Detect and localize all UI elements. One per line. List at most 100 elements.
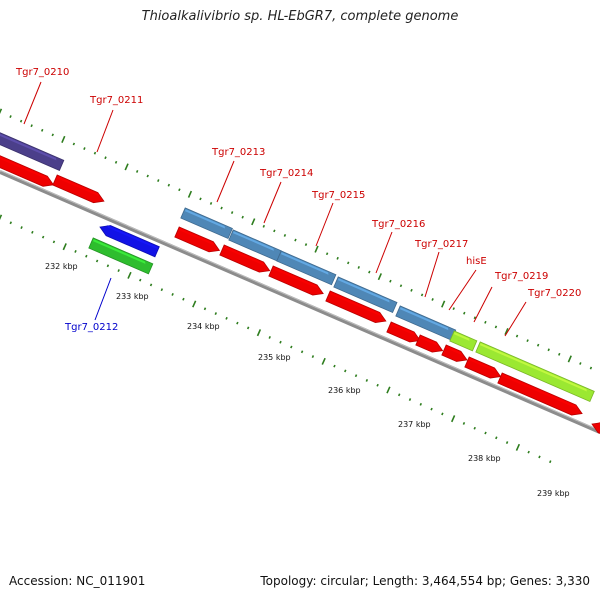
scale-label-232: 232 kbp (45, 262, 78, 271)
upper-scale-tick (494, 325, 498, 329)
gene-label-tgr7-0217[interactable]: Tgr7_0217 (414, 239, 468, 250)
upper-scale-tick (347, 261, 350, 265)
label-connector-3 (263, 181, 282, 224)
lower-scale-tick (333, 364, 336, 368)
upper-scale-tick (567, 355, 572, 363)
cds-0214[interactable] (219, 244, 272, 276)
gene-tgr7-0212-blue[interactable] (98, 222, 160, 258)
gene-label-tgr7-0213[interactable]: Tgr7_0213 (211, 147, 265, 158)
gene-hise[interactable] (449, 330, 478, 352)
cds-0216-highlight (329, 292, 381, 317)
gene-label-tgr7-0219[interactable]: Tgr7_0219 (494, 271, 548, 282)
lower-scale-tick (484, 431, 487, 435)
upper-scale-tick (241, 215, 244, 219)
upper-scale-tick (589, 366, 593, 370)
upper-scale-tick (19, 119, 23, 123)
cds-0210-highlight (0, 149, 49, 180)
lower-scale-tick (515, 443, 521, 451)
upper-scale-tick (420, 293, 424, 297)
map-title: Thioalkalivibrio sp. HL-EbGR7, complete … (141, 9, 459, 24)
upper-scale-tick (262, 224, 266, 228)
upper-scale-tick (389, 279, 392, 283)
upper-scale-tick (484, 320, 487, 324)
cds-hise[interactable] (415, 334, 445, 356)
cds-0216[interactable] (325, 290, 388, 326)
gene-label-tgr7-0210[interactable]: Tgr7_0210 (15, 67, 69, 78)
gene-tgr7-0216[interactable] (333, 276, 398, 314)
gene-tgr7-0213[interactable] (180, 207, 233, 240)
gene-label-tgr7-0220[interactable]: Tgr7_0220 (527, 288, 581, 299)
upper-scale-tick (314, 245, 319, 253)
lower-scale-tick (419, 402, 423, 406)
lower-scale-tick (505, 441, 509, 444)
cds-0214-highlight (223, 246, 265, 266)
upper-scale-tick (30, 124, 33, 128)
lower-scale-tick (214, 312, 218, 315)
upper-scale-tick (431, 298, 434, 301)
cds-0220a[interactable] (464, 356, 503, 382)
gene-tgr7-0213-highlight (184, 209, 226, 229)
lower-scale-tick (52, 240, 56, 244)
lower-scale-tick (279, 340, 282, 344)
gene-label-tgr7-0216[interactable]: Tgr7_0216 (371, 219, 425, 230)
cds-0219-highlight (445, 346, 462, 355)
upper-scale-tick (463, 311, 466, 315)
scale-label-233: 233 kbp (116, 292, 149, 301)
gene-label-hise[interactable]: hisE (466, 256, 487, 267)
cds-0215[interactable] (268, 265, 326, 299)
gene-label-tgr7-0215[interactable]: Tgr7_0215 (311, 190, 365, 201)
cds-0220b[interactable] (497, 372, 584, 419)
lower-scale-tick (311, 355, 315, 358)
lower-scale-tick (74, 250, 77, 253)
gene-label-tgr7-0212[interactable]: Tgr7_0212 (64, 322, 118, 333)
lower-scale-tick (117, 269, 120, 272)
lower-scale-tick (290, 345, 293, 349)
cds-0211[interactable] (52, 174, 106, 206)
lower-scale-tick (95, 259, 99, 263)
upper-scale-tick (51, 133, 54, 137)
gene-label-tgr7-0211[interactable]: Tgr7_0211 (89, 95, 143, 106)
lower-scale-tick (149, 283, 153, 287)
upper-scale-tick (368, 270, 371, 274)
upper-scale-tick (124, 163, 129, 171)
gene-tgr7-0212-highlight (92, 239, 146, 264)
upper-scale-tick (410, 288, 413, 292)
lower-scale-tick (462, 422, 466, 425)
cds-0220b-highlight (501, 374, 577, 409)
cds-0210[interactable] (0, 147, 56, 190)
lower-scale-tick (430, 407, 433, 411)
label-connector-6 (424, 251, 440, 298)
gene-tgr7-0219-highlight (479, 343, 587, 392)
lower-scale-tick (192, 300, 197, 308)
cds-0219[interactable] (441, 344, 469, 365)
lower-scale-tick (225, 316, 228, 320)
lower-scale-tick (344, 369, 347, 373)
upper-scale-tick (146, 174, 149, 178)
upper-scale-tick (178, 188, 181, 192)
lower-scale-tick (376, 383, 379, 387)
upper-scale-tick (40, 128, 44, 132)
gene-tgr7-0215[interactable] (276, 250, 337, 286)
label-connector-4 (315, 202, 334, 247)
lower-scale-tick (182, 297, 185, 301)
gene-label-tgr7-0214[interactable]: Tgr7_0214 (259, 168, 313, 179)
scale-label-239: 239 kbp (537, 489, 570, 498)
label-connector-10 (94, 277, 112, 321)
cds-0217[interactable] (386, 321, 423, 346)
label-connector-1 (96, 109, 114, 153)
gene-tgr7-0210[interactable] (0, 124, 65, 171)
genome-backbone-highlight (0, 170, 600, 431)
upper-scale-tick (515, 334, 519, 338)
genome-summary-text: Topology: circular; Length: 3,464,554 bp… (260, 574, 590, 588)
lower-scale-tick (549, 460, 552, 464)
gene-tgr7-0219[interactable] (475, 341, 595, 403)
scale-label-235: 235 kbp (258, 353, 291, 362)
label-connector-2 (216, 160, 235, 203)
lower-scale-tick (408, 398, 412, 401)
gene-tgr7-0210-highlight (0, 126, 57, 161)
lower-scale-tick (0, 214, 3, 220)
gene-tgr7-0212[interactable] (88, 237, 154, 275)
cds-0213[interactable] (174, 226, 222, 255)
label-connector-layer (23, 81, 527, 337)
